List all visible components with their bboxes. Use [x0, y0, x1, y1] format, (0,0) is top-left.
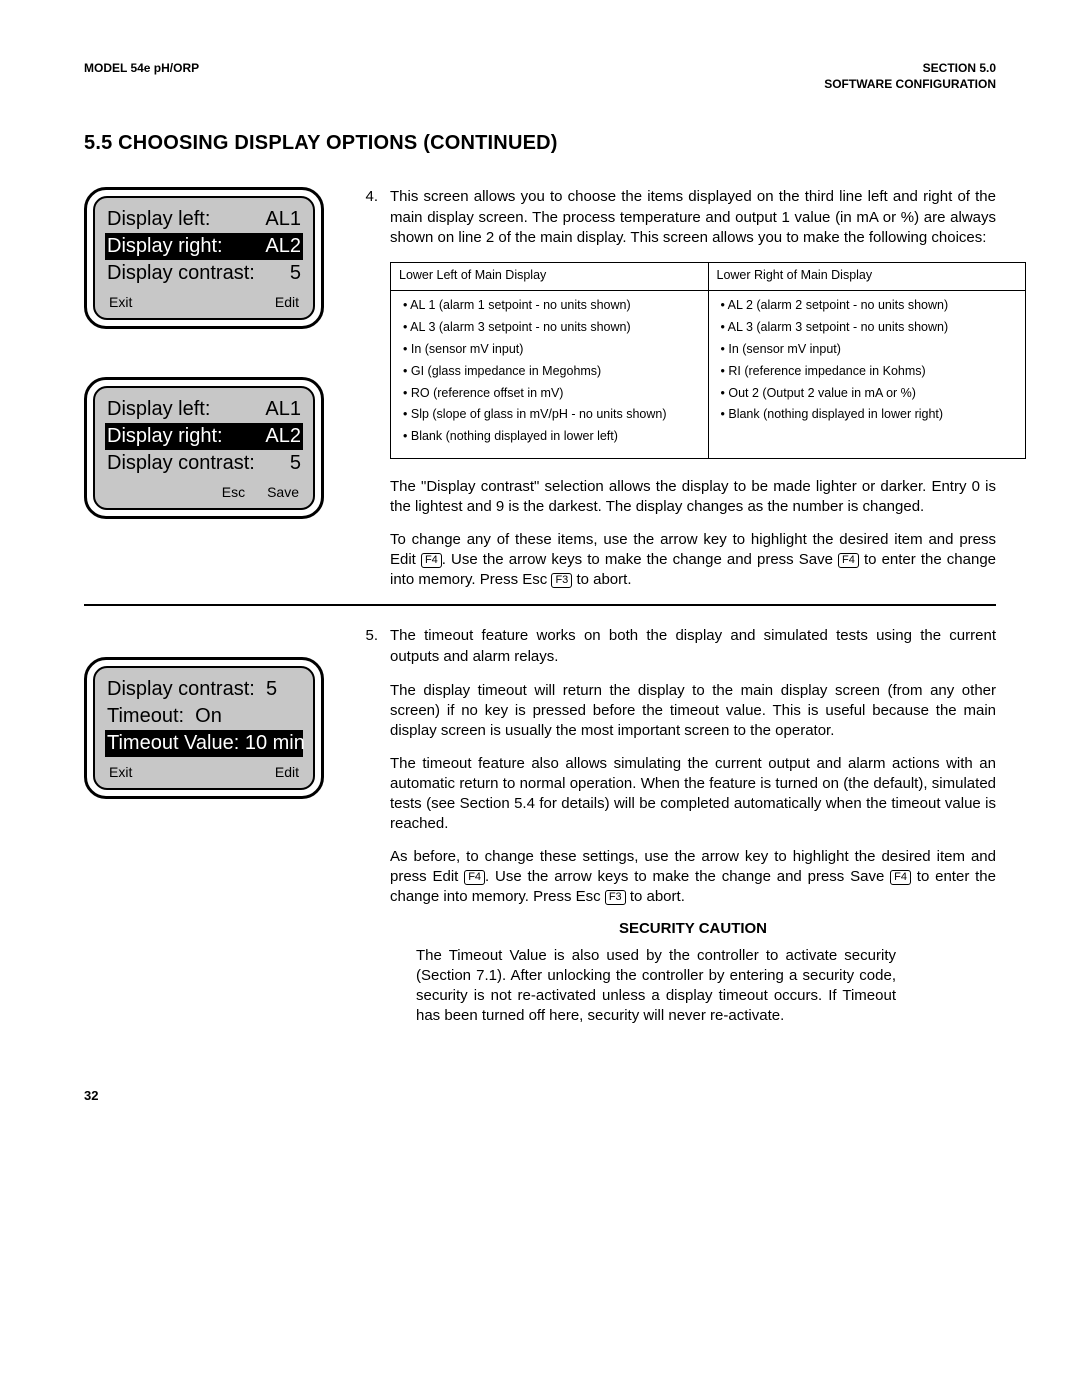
lcd-edit-button: Edit: [275, 763, 299, 782]
keycap-f4: F4: [464, 870, 485, 885]
lcd-edit-button: Edit: [275, 293, 299, 312]
table-row: RI (reference impedance in Kohms): [721, 363, 1014, 380]
keycap-f4: F4: [838, 553, 859, 568]
lcd-line: Display left: AL1: [105, 206, 303, 233]
keycap-f4: F4: [890, 870, 911, 885]
lcd-label: Display right:: [107, 423, 223, 450]
step-text: This screen allows you to choose the ite…: [390, 187, 996, 248]
header-section: SECTION 5.0: [824, 60, 996, 76]
header-right: SECTION 5.0 SOFTWARE CONFIGURATION: [824, 60, 996, 92]
lcd-text: Display contrast: 5: [107, 676, 277, 703]
lcd-line: Display left: AL1: [105, 396, 303, 423]
keycap-f3: F3: [605, 890, 626, 905]
lcd-label: Display left:: [107, 396, 210, 423]
caution-text: The Timeout Value is also used by the co…: [416, 946, 896, 1027]
text-run: . Use the arrow keys to make the change …: [485, 868, 890, 885]
lcd-label: Display left:: [107, 206, 210, 233]
paragraph: As before, to change these settings, use…: [390, 847, 996, 908]
text-run: to abort.: [626, 888, 685, 905]
table-row: GI (glass impedance in Megohms): [403, 363, 696, 380]
lcd-exit-button: Exit: [109, 293, 132, 312]
lcd-value: AL2: [265, 423, 301, 450]
lcd-screen-3: Display contrast: 5 Timeout: On Timeout …: [84, 657, 324, 799]
page-header: MODEL 54e pH/ORP SECTION 5.0 SOFTWARE CO…: [84, 60, 996, 92]
table-header-left: Lower Left of Main Display: [391, 263, 709, 291]
caution-title: SECURITY CAUTION: [390, 919, 996, 939]
lcd-text: Timeout Value: 10 min: [107, 730, 305, 757]
section-divider: [84, 604, 996, 606]
lcd-line: Timeout: On: [105, 703, 303, 730]
page-number: 32: [84, 1087, 996, 1105]
lcd-label: Display contrast:: [107, 260, 255, 287]
paragraph: The timeout feature also allows simulati…: [390, 754, 996, 835]
lcd-text: Timeout: On: [107, 703, 222, 730]
page-title: 5.5 CHOOSING DISPLAY OPTIONS (CONTINUED): [84, 130, 996, 157]
table-row: Blank (nothing displayed in lower left): [403, 428, 696, 445]
lcd-label: Display contrast:: [107, 450, 255, 477]
paragraph: To change any of these items, use the ar…: [390, 530, 996, 591]
lcd-value: AL1: [265, 396, 301, 423]
table-row: AL 3 (alarm 3 setpoint - no units shown): [721, 319, 1014, 336]
text-run: . Use the arrow keys to make the change …: [442, 551, 838, 568]
header-left: MODEL 54e pH/ORP: [84, 60, 199, 92]
lcd-screen-2: Display left: AL1 Display right: AL2 Dis…: [84, 377, 324, 519]
paragraph: The display timeout will return the disp…: [390, 681, 996, 742]
lcd-line: Display contrast: 5: [105, 450, 303, 477]
table-row: In (sensor mV input): [403, 341, 696, 358]
table-row: Out 2 (Output 2 value in mA or %): [721, 385, 1014, 402]
table-row: AL 3 (alarm 3 setpoint - no units shown): [403, 319, 696, 336]
paragraph: The "Display contrast" selection allows …: [390, 477, 996, 518]
lcd-value: 5: [290, 260, 301, 287]
lcd-label: Display right:: [107, 233, 223, 260]
step-4: 4. This screen allows you to choose the …: [360, 187, 996, 248]
lcd-value: AL1: [265, 206, 301, 233]
table-header-right: Lower Right of Main Display: [708, 263, 1026, 291]
lcd-line-selected: Display right: AL2: [105, 423, 303, 450]
table-row: AL 2 (alarm 2 setpoint - no units shown): [721, 297, 1014, 314]
lcd-line-selected: Display right: AL2: [105, 233, 303, 260]
step-number: 4.: [360, 187, 378, 248]
step-text: The timeout feature works on both the di…: [390, 626, 996, 667]
lcd-value: 5: [290, 450, 301, 477]
lcd-value: AL2: [265, 233, 301, 260]
lcd-button-row: Exit Edit: [105, 287, 303, 314]
lcd-line-selected: Timeout Value: 10 min: [105, 730, 303, 757]
lcd-exit-button: Exit: [109, 763, 132, 782]
table-cell-right: AL 2 (alarm 2 setpoint - no units shown)…: [708, 291, 1026, 459]
step-5: 5. The timeout feature works on both the…: [360, 626, 996, 667]
step-number: 5.: [360, 626, 378, 667]
lcd-line: Display contrast: 5: [105, 260, 303, 287]
table-row: Slp (slope of glass in mV/pH - no units …: [403, 406, 696, 423]
keycap-f3: F3: [551, 573, 572, 588]
table-row: RO (reference offset in mV): [403, 385, 696, 402]
keycap-f4: F4: [421, 553, 442, 568]
table-row: AL 1 (alarm 1 setpoint - no units shown): [403, 297, 696, 314]
text-run: to abort.: [572, 571, 631, 588]
lcd-esc-button: Esc: [222, 483, 245, 502]
display-options-table: Lower Left of Main Display Lower Right o…: [390, 262, 1026, 459]
lcd-save-button: Save: [267, 483, 299, 502]
lcd-button-row: Esc Save: [105, 477, 303, 504]
table-row: In (sensor mV input): [721, 341, 1014, 358]
table-cell-left: AL 1 (alarm 1 setpoint - no units shown)…: [391, 291, 709, 459]
lcd-line: Display contrast: 5: [105, 676, 303, 703]
table-row: Blank (nothing displayed in lower right): [721, 406, 1014, 423]
lcd-screen-1: Display left: AL1 Display right: AL2 Dis…: [84, 187, 324, 329]
header-subtitle: SOFTWARE CONFIGURATION: [824, 76, 996, 92]
lcd-button-row: Exit Edit: [105, 757, 303, 784]
